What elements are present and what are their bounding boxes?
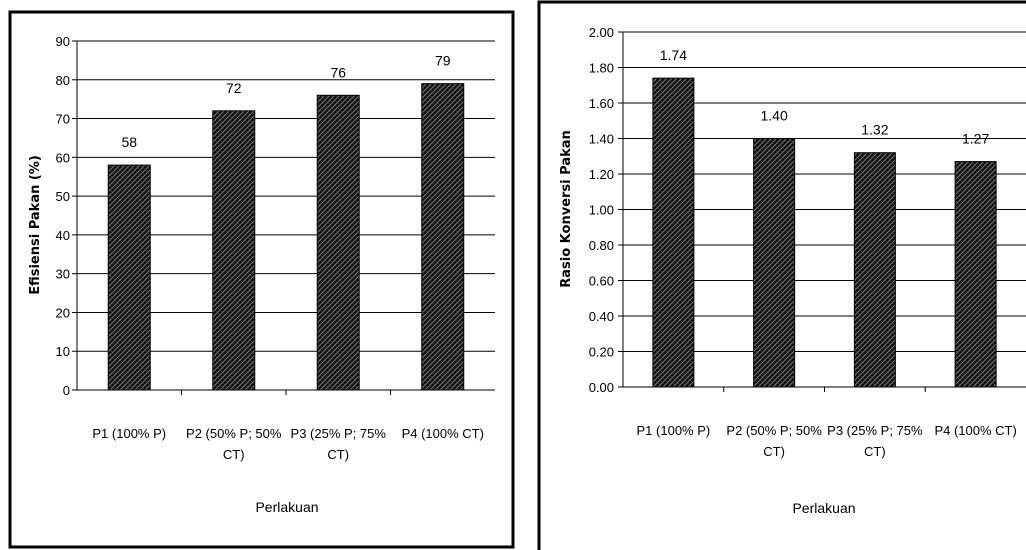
y-tick-label: 1.40	[589, 132, 614, 147]
y-axis-title: Efisiensi Pakan (%)	[28, 155, 43, 295]
y-tick-label: 0.20	[589, 345, 614, 360]
bar	[421, 83, 465, 391]
data-labels: 58 72 76 79	[121, 53, 450, 150]
y-tick-label: 50	[56, 189, 70, 204]
y-tick-label: 40	[56, 228, 70, 243]
y-tick-label: 80	[56, 73, 70, 88]
data-label: 1.27	[962, 131, 989, 147]
bar	[954, 161, 997, 388]
y-tick-label: 0.80	[589, 238, 614, 253]
data-label: 1.40	[761, 108, 788, 124]
x-tick-label: CT)	[763, 444, 785, 459]
x-tick-label: CT)	[864, 444, 886, 459]
y-tick-label: 0.00	[589, 380, 614, 395]
x-tick-label: P1 (100% P)	[92, 426, 166, 441]
data-label: 79	[435, 53, 451, 69]
data-label: 58	[121, 134, 137, 150]
x-tick-label: P3 (25% P; 75%	[291, 426, 387, 441]
y-tick-label: 10	[56, 344, 70, 359]
x-tick-label: P4 (100% CT)	[934, 423, 1016, 438]
chart-rasio-konversi-pakan: 0.00 0.20 0.40 0.60 0.80 1.00 1.20 1.40 1.60 1.80…	[537, 0, 1026, 550]
y-tick-label: 90	[56, 34, 70, 49]
y-tick-label: 0	[63, 383, 70, 398]
bar	[753, 138, 796, 388]
x-tick-label: CT)	[223, 447, 245, 462]
x-tick-labels: P1 (100% P) P2 (50% P; 50% CT) P3 (25% P; 7…	[92, 426, 484, 462]
bar	[853, 152, 896, 388]
bar	[107, 164, 151, 391]
x-tick-label: P2 (50% P; 50%	[726, 423, 822, 438]
y-tick-label: 1.80	[589, 61, 614, 76]
y-tick-labels: 0.00 0.20 0.40 0.60 0.80 1.00 1.20 1.40 1.60 1.80…	[589, 25, 614, 395]
y-axis-title: Rasio Konversi Pakan	[559, 130, 574, 288]
data-label: 1.74	[660, 47, 687, 63]
y-tick-label: 0.60	[589, 274, 614, 289]
x-tick-label: P1 (100% P)	[637, 423, 711, 438]
bars	[107, 83, 465, 391]
data-label: 76	[330, 64, 346, 80]
x-tick-label: CT)	[327, 447, 349, 462]
y-tick-label: 20	[56, 305, 70, 320]
bar	[652, 77, 695, 388]
y-tick-label: 1.00	[589, 203, 614, 218]
x-tick-label: P2 (50% P; 50%	[186, 426, 282, 441]
y-tick-label: 2.00	[589, 25, 614, 40]
x-tick-label: P3 (25% P; 75%	[827, 423, 923, 438]
y-tick-labels: 0 10 20 30 40 50 60 70 80 90	[56, 34, 70, 398]
data-labels: 1.74 1.40 1.32 1.27	[660, 47, 990, 146]
data-label: 72	[226, 80, 242, 96]
bar	[316, 94, 360, 391]
chart-efisiensi-pakan: 0 10 20 30 40 50 60 70 80 90 58 72 76 79 P1 (100% P)…	[8, 10, 515, 549]
x-axis-title: Perlakuan	[255, 499, 318, 515]
y-tick-label: 70	[56, 112, 70, 127]
x-axis-title: Perlakuan	[792, 500, 855, 516]
y-tick-label: 0.40	[589, 309, 614, 324]
x-tick-labels: P1 (100% P) P2 (50% P; 50% CT) P3 (25% P; 7…	[637, 423, 1017, 459]
y-tick-label: 60	[56, 150, 70, 165]
x-tick-label: P4 (100% CT)	[402, 426, 484, 441]
y-tick-label: 30	[56, 267, 70, 282]
y-tick-label: 1.60	[589, 96, 614, 111]
y-tick-label: 1.20	[589, 167, 614, 182]
data-label: 1.32	[861, 122, 888, 138]
bar	[212, 110, 256, 391]
